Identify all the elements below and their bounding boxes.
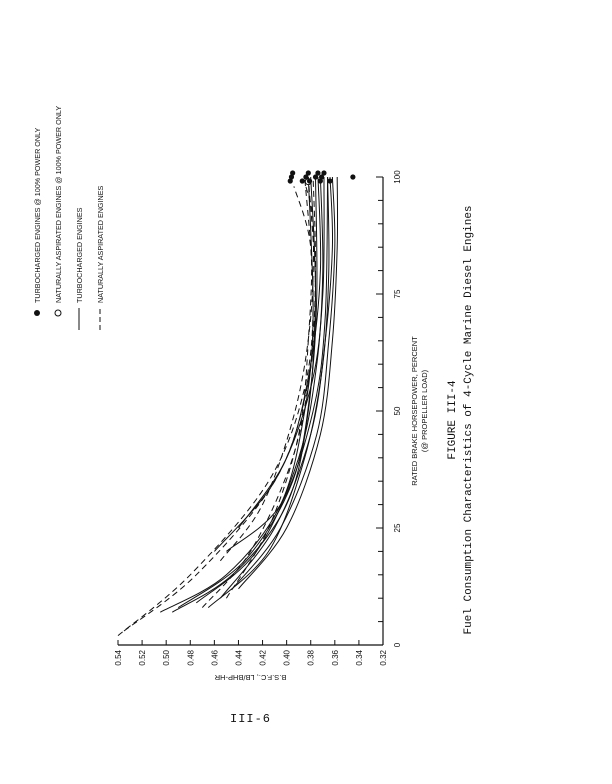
x-tick-label: 25 bbox=[393, 523, 402, 532]
turbocharged-curve-6 bbox=[159, 176, 314, 613]
turbocharged-100-point bbox=[303, 174, 309, 180]
legend-label: NATURALLY ASPIRATED ENGINES bbox=[96, 186, 105, 303]
axes bbox=[117, 176, 384, 646]
x-tick-label: 50 bbox=[393, 406, 402, 415]
turbocharged-100-point bbox=[317, 178, 323, 184]
legend-swatch-open-circle bbox=[54, 309, 62, 317]
turbocharged-curve-7 bbox=[171, 176, 317, 613]
turbocharged-100-point bbox=[315, 170, 321, 176]
page-number: III-6 bbox=[230, 712, 272, 726]
turbocharged-curve-14 bbox=[214, 176, 325, 552]
turbocharged-100-point bbox=[312, 174, 319, 180]
y-tick-label: 0.34 bbox=[355, 649, 364, 665]
y-tick-label: 0.42 bbox=[259, 649, 268, 665]
legend: NATURALLY ASPIRATED ENGINES TURBOCHARGED … bbox=[33, 106, 105, 330]
turbocharged-curve-12 bbox=[232, 176, 336, 590]
series-layer bbox=[117, 176, 339, 636]
legend-label: TURBOCHARGED ENGINES bbox=[75, 207, 84, 303]
y-tick-label: 0.54 bbox=[114, 649, 123, 665]
turbocharged-curve-13 bbox=[238, 176, 339, 590]
turbocharged-curve-9 bbox=[195, 176, 324, 604]
plot-area: 0 25 50 75 100 0.32 0.34 0.36 0.38 0.40 0.42 0.44 0.… bbox=[33, 106, 429, 682]
axis-labels: 0 25 50 75 100 0.32 0.34 0.36 0.38 0.40 0.42 0.44 0.… bbox=[114, 170, 429, 682]
naturally-aspirated-curve-1 bbox=[117, 176, 314, 636]
y-tick-label: 0.38 bbox=[307, 649, 316, 665]
turbocharged-100-point bbox=[321, 170, 327, 176]
y-tick-label: 0.50 bbox=[162, 649, 171, 665]
y-tick-label: 0.48 bbox=[186, 649, 195, 665]
y-tick-label: 0.40 bbox=[283, 649, 292, 665]
turbocharged-100-point bbox=[318, 174, 325, 180]
turbocharged-100-point bbox=[288, 174, 295, 180]
turbocharged-100-point bbox=[350, 174, 356, 180]
turbocharged-100-point bbox=[299, 178, 305, 184]
y-tick-label: 0.46 bbox=[210, 649, 219, 665]
turbocharged-100-point bbox=[290, 170, 296, 176]
figure-label: FIGURE III-4 bbox=[447, 380, 459, 460]
turbocharged-100-point bbox=[287, 178, 293, 184]
turbocharged-100-point bbox=[327, 178, 333, 184]
naturally-aspirated-curve-2 bbox=[123, 176, 317, 632]
y-tick-label: 0.36 bbox=[331, 649, 340, 665]
y-tick-label: 0.44 bbox=[234, 649, 243, 665]
x-tick-label: 0 bbox=[393, 642, 402, 647]
legend-label: TURBOCHARGED ENGINES @ 100% POWER ONLY bbox=[33, 127, 42, 303]
points-layer bbox=[287, 170, 356, 186]
x-axis-title: RATED BRAKE HORSEPOWER, PERCENT bbox=[410, 336, 419, 486]
x-tick-label: 100 bbox=[393, 170, 402, 184]
figure-caption: FIGURE III-4 Fuel Consumption Characteri… bbox=[447, 205, 475, 634]
turbocharged-100-point bbox=[305, 170, 311, 176]
legend-swatch-filled-circle bbox=[34, 310, 40, 316]
turbocharged-curve-16 bbox=[238, 176, 322, 529]
turbocharged-curve-11 bbox=[220, 176, 334, 599]
turbocharged-curve-15 bbox=[226, 176, 329, 552]
y-tick-label: 0.52 bbox=[138, 649, 147, 665]
turbocharged-100-point bbox=[306, 178, 313, 184]
legend-label: NATURALLY ASPIRATED ENGINES @ 100% POWER… bbox=[54, 106, 63, 303]
y-axis-title: B.S.F.C., LB/BHP-HR bbox=[214, 673, 286, 682]
naturally-aspirated-curve-5 bbox=[219, 186, 315, 562]
x-tick-label: 75 bbox=[393, 289, 402, 298]
chart-title: Fuel Consumption Characteristics of 4-Cy… bbox=[463, 205, 475, 634]
x-axis-subtitle: (@ PROPELLER LOAD) bbox=[420, 369, 429, 452]
turbocharged-curve-8 bbox=[177, 176, 318, 609]
y-tick-label: 0.32 bbox=[379, 649, 388, 665]
